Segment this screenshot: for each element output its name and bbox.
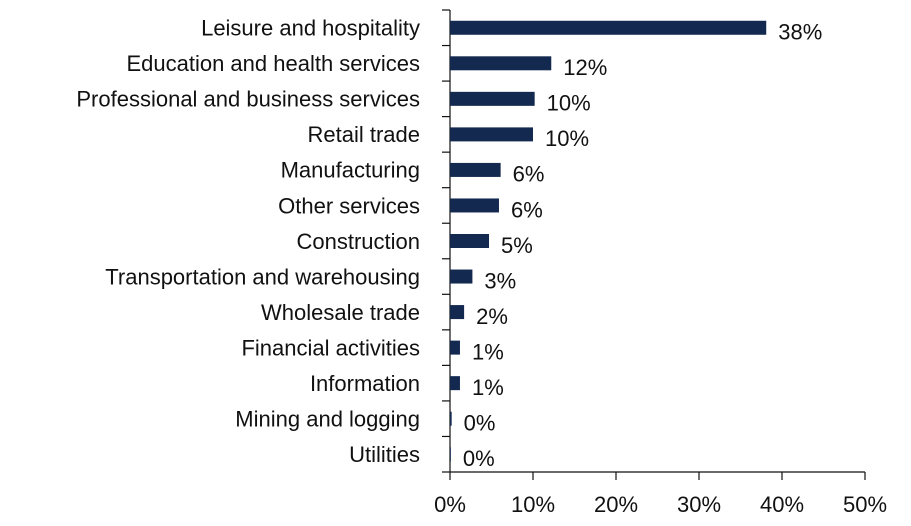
value-label: 38% [778,20,822,45]
y-tick-label: Information [310,371,420,396]
y-tick-label: Financial activities [241,335,420,360]
value-label: 12% [563,55,607,80]
x-tick-label: 40% [760,492,804,517]
y-tick-label: Wholesale trade [261,300,420,325]
bar [450,56,552,71]
bar [450,411,452,426]
bar [450,305,465,320]
value-label: 6% [511,197,543,222]
y-tick-label: Other services [278,193,420,218]
y-tick-label: Mining and logging [235,407,420,432]
value-label: 10% [547,91,591,116]
bar [450,198,499,213]
x-tick-label: 0% [434,492,466,517]
value-label: 5% [501,233,533,258]
y-tick-label: Education and health services [126,51,420,76]
value-label: 0% [464,411,496,436]
bar [450,20,767,35]
bar [450,91,535,106]
bar [450,447,451,462]
value-label: 1% [472,375,504,400]
x-tick-label: 30% [677,492,721,517]
x-tick-label: 20% [594,492,638,517]
y-tick-label: Professional and business services [76,87,420,112]
bar [450,162,501,177]
value-label: 2% [476,304,508,329]
value-label: 1% [472,339,504,364]
y-tick-label: Leisure and hospitality [201,16,420,41]
bar [450,234,490,248]
value-label: 6% [513,162,545,187]
y-tick-label: Construction [296,229,420,254]
value-label: 3% [484,268,516,293]
bar [450,340,460,355]
y-tick-label: Manufacturing [281,158,420,183]
y-tick-label: Utilities [349,442,420,467]
x-tick-label: 50% [843,492,887,517]
value-label: 0% [463,446,495,471]
x-tick-label: 10% [511,492,555,517]
bar [450,376,460,391]
y-tick-label: Transportation and warehousing [105,264,420,289]
bar [450,269,473,284]
value-label: 10% [545,126,589,151]
y-tick-label: Retail trade [307,122,420,147]
bar [450,127,533,142]
